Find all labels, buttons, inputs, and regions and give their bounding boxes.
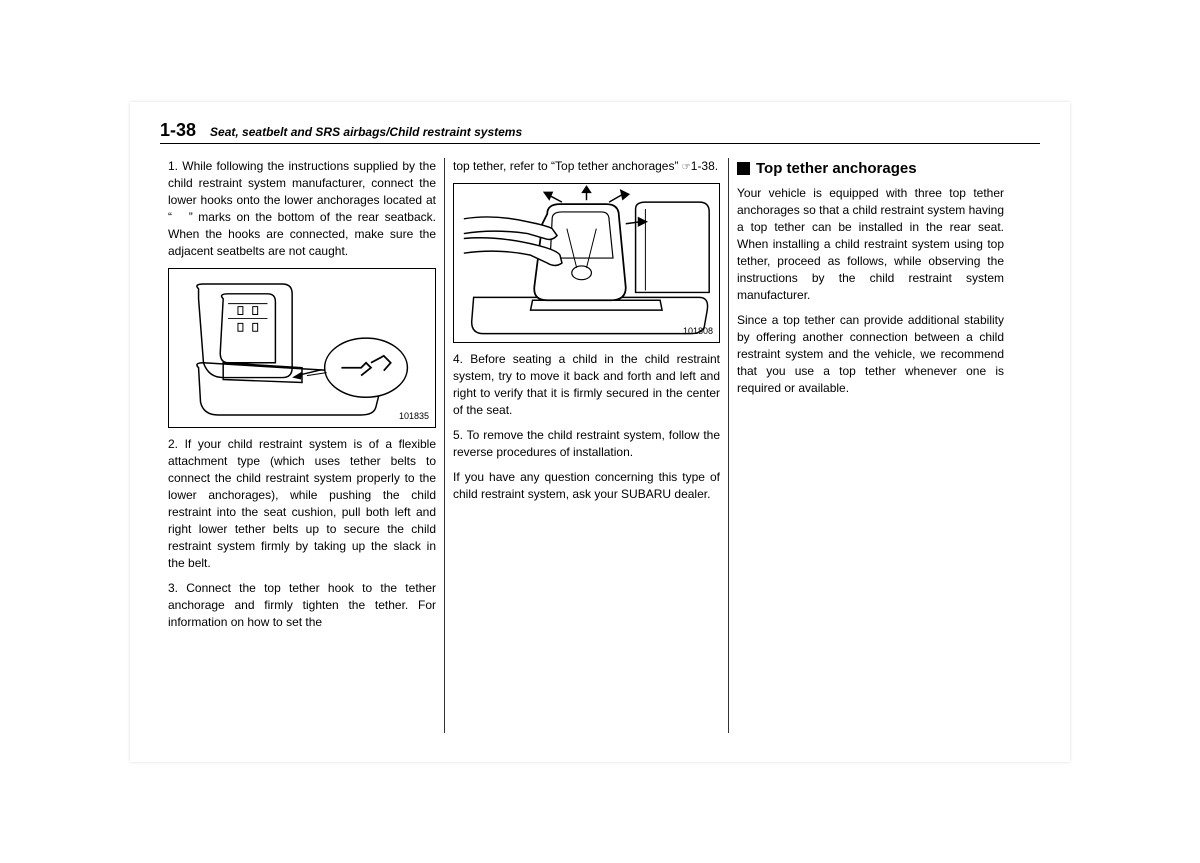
step-4-text: 4. Before seating a child in the child r… xyxy=(453,351,720,419)
figure-child-seat-hook: 101835 xyxy=(168,268,436,428)
page-number: 1-38 xyxy=(160,120,196,141)
figure-2-number: 101808 xyxy=(683,325,713,338)
square-bullet-icon xyxy=(737,162,750,175)
content-columns: 1. While following the instructions supp… xyxy=(160,158,1040,733)
tether-recommend-text: Since a top tether can provide additiona… xyxy=(737,312,1004,397)
manual-page: 1-38 Seat, seatbelt and SRS airbags/Chil… xyxy=(130,102,1070,762)
subheading-top-tether: Top tether anchorages xyxy=(737,158,1004,179)
figure-1-number: 101835 xyxy=(399,410,429,423)
section-breadcrumb: Seat, seatbelt and SRS airbags/Child res… xyxy=(210,125,522,139)
step-2-text: 2. If your child restraint system is of … xyxy=(168,436,436,572)
ref-text-b: 1-38. xyxy=(691,159,718,173)
column-2: top tether, refer to “Top tether anchora… xyxy=(444,158,728,733)
subheading-text: Top tether anchorages xyxy=(756,158,917,179)
page-header: 1-38 Seat, seatbelt and SRS airbags/Chil… xyxy=(160,120,1040,144)
step-3-continued: top tether, refer to “Top tether anchora… xyxy=(453,158,720,175)
reference-pointer-icon: ☞ xyxy=(682,162,691,173)
figure-2-illustration xyxy=(454,184,719,342)
column-1: 1. While following the instructions supp… xyxy=(160,158,444,733)
step-3-text: 3. Connect the top tether hook to the te… xyxy=(168,580,436,631)
figure-1-illustration xyxy=(169,269,435,427)
tether-intro-text: Your vehicle is equipped with three top … xyxy=(737,185,1004,304)
column-3: Top tether anchorages Your vehicle is eq… xyxy=(728,158,1012,733)
step-5-text: 5. To remove the child restraint system,… xyxy=(453,427,720,461)
ref-text-a: top tether, refer to “Top tether anchora… xyxy=(453,159,682,173)
step-1-text: 1. While following the instructions supp… xyxy=(168,158,436,260)
dealer-note-text: If you have any question concerning this… xyxy=(453,469,720,503)
figure-child-seat-push: 101808 xyxy=(453,183,720,343)
